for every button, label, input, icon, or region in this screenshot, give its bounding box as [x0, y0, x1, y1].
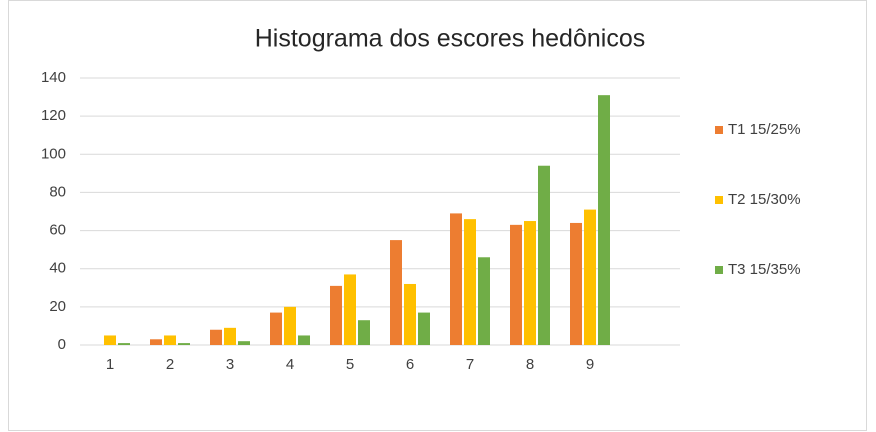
bar: [164, 335, 176, 345]
y-tick-label: 140: [41, 69, 66, 86]
x-tick-label: 7: [466, 356, 474, 373]
bar: [570, 222, 582, 345]
legend-swatch: [715, 196, 723, 204]
bar: [510, 224, 522, 345]
bar: [224, 327, 236, 345]
x-tick-label: 4: [286, 356, 294, 373]
x-tick-label: 3: [226, 356, 234, 373]
y-tick-label: 20: [49, 298, 66, 315]
bar: [464, 219, 476, 345]
legend-label: T3 15/35%: [728, 261, 801, 278]
bar: [418, 312, 430, 345]
x-tick-label: 8: [526, 356, 534, 373]
y-tick-label: 120: [41, 107, 66, 124]
bar: [450, 213, 462, 345]
bar: [344, 274, 356, 345]
x-tick-label: 1: [106, 356, 114, 373]
bar: [358, 320, 370, 345]
bar: [330, 285, 342, 345]
bar: [478, 257, 490, 345]
legend-swatch: [715, 126, 723, 134]
x-tick-label: 5: [346, 356, 354, 373]
bar: [404, 283, 416, 345]
bar: [284, 306, 296, 345]
y-tick-label: 0: [58, 336, 66, 353]
chart-frame: [8, 0, 867, 431]
legend-label: T1 15/25%: [728, 121, 801, 138]
bar: [104, 335, 116, 345]
bar: [270, 312, 282, 345]
legend-label: T2 15/30%: [728, 191, 801, 208]
bar: [238, 341, 250, 345]
y-tick-label: 80: [49, 183, 66, 200]
x-tick-label: 6: [406, 356, 414, 373]
bar: [584, 209, 596, 345]
bar: [150, 339, 162, 345]
bar: [598, 95, 610, 346]
bar: [210, 329, 222, 345]
chart-title: Histograma dos escores hedônicos: [255, 25, 645, 53]
y-tick-label: 60: [49, 222, 66, 239]
x-tick-label: 2: [166, 356, 174, 373]
y-tick-label: 40: [49, 260, 66, 277]
bar: [178, 343, 190, 345]
bar: [118, 343, 130, 345]
bar: [538, 165, 550, 345]
y-tick-label: 100: [41, 145, 66, 162]
x-tick-label: 9: [586, 356, 594, 373]
bar: [390, 240, 402, 345]
bar: [298, 335, 310, 345]
legend-swatch: [715, 266, 723, 274]
bar: [524, 221, 536, 345]
